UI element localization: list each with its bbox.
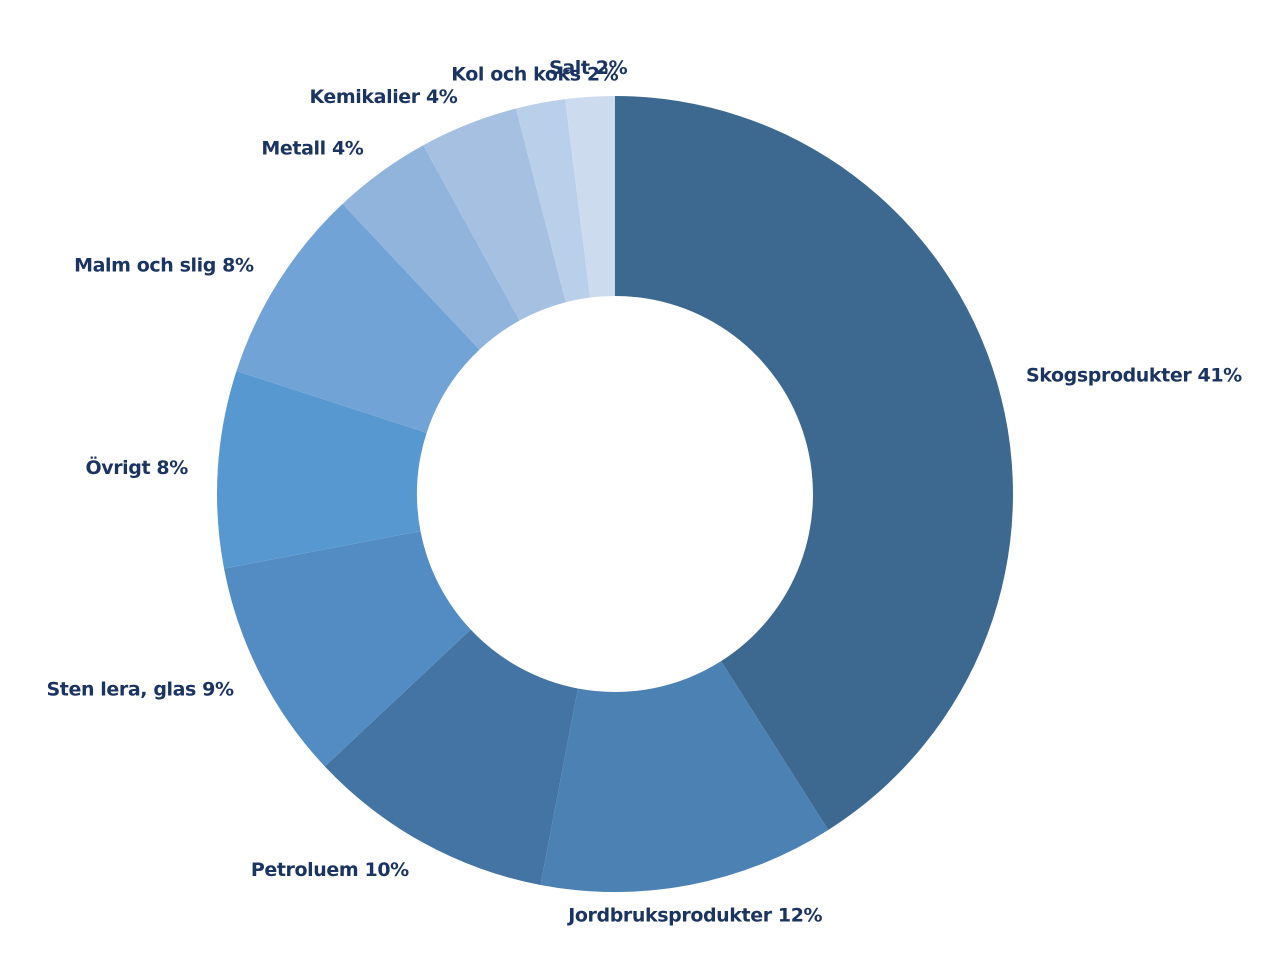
slice-label-8: Kol och koks 2% <box>451 64 618 86</box>
slice-6 <box>342 145 520 350</box>
slice-label-0: Skogsprodukter 41% <box>1026 365 1242 387</box>
slice-5 <box>236 203 480 433</box>
slices-group <box>216 96 1014 892</box>
slice-label-4: Övrigt 8% <box>85 455 188 479</box>
labels-group: Skogsprodukter 41% Jordbruksprodukter 12%… <box>47 57 1243 927</box>
slice-1 <box>540 661 829 892</box>
slice-label-6: Metall 4% <box>261 138 363 160</box>
slice-0 <box>615 96 1014 831</box>
slice-2 <box>324 629 578 885</box>
slice-label-7: Kemikalier 4% <box>309 86 457 108</box>
slice-4 <box>216 371 427 569</box>
slice-8 <box>516 99 591 303</box>
slice-label-3: Sten lera, glas 9% <box>47 678 234 700</box>
slice-label-1: Jordbruksprodukter 12% <box>566 904 822 926</box>
slice-label-9: Salt 2% <box>549 57 628 79</box>
slice-label-2: Petroluem 10% <box>251 859 409 881</box>
slice-label-5: Malm och slig 8% <box>74 255 254 277</box>
slice-3 <box>224 531 471 767</box>
slice-7 <box>423 108 566 321</box>
slice-9 <box>565 96 615 298</box>
